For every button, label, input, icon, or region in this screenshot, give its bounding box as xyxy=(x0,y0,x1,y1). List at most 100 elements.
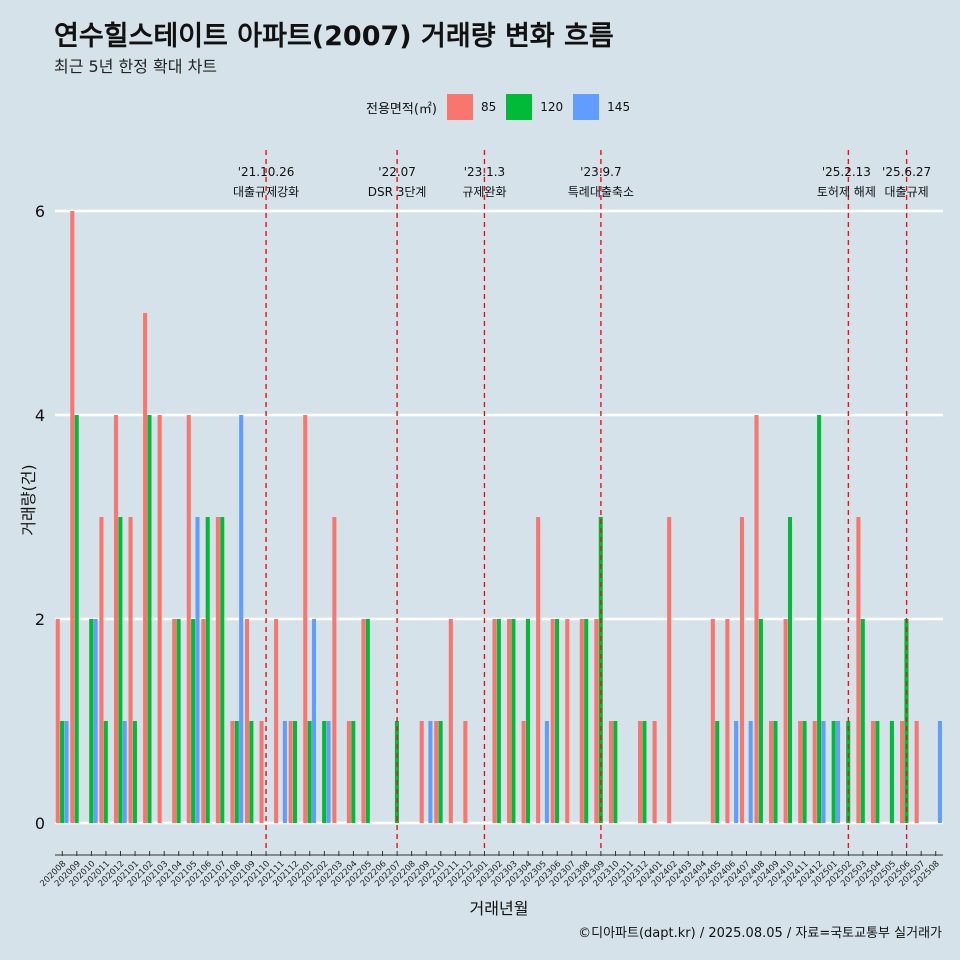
bar-85-202107 xyxy=(215,517,220,823)
bar-120-202009 xyxy=(74,415,79,823)
bar-145-202108 xyxy=(239,415,244,823)
bar-120-202008 xyxy=(60,721,65,823)
bar-85-202305 xyxy=(536,517,541,823)
bar-120-202310 xyxy=(613,721,618,823)
bar-85-202104 xyxy=(172,619,177,823)
bar-85-202212 xyxy=(463,721,468,823)
bar-85-202210 xyxy=(434,721,439,823)
bar-85-202105 xyxy=(186,415,191,823)
bar-120-202107 xyxy=(220,517,225,823)
bar-85-202012 xyxy=(113,415,119,823)
event-label-202309: 특례대출축소 xyxy=(568,185,634,199)
chart-subtitle: 최근 5년 한정 확대 차트 xyxy=(54,57,218,76)
bar-120-202105 xyxy=(191,619,196,823)
bar-85-202310 xyxy=(608,721,613,823)
bar-85-202402 xyxy=(667,517,672,823)
legend-label-145: 145 xyxy=(607,100,631,114)
bar-85-202412 xyxy=(812,721,817,823)
bar-85-202302 xyxy=(492,619,497,823)
bar-85-202409 xyxy=(769,721,774,823)
legend-swatch-145 xyxy=(573,94,600,120)
bar-85-202204 xyxy=(346,721,351,823)
bar-120-202204 xyxy=(351,721,356,823)
bar-120-202205 xyxy=(365,619,370,823)
legend-swatch-85 xyxy=(446,94,473,120)
bar-85-202205 xyxy=(361,619,366,823)
bar-120-202501 xyxy=(831,721,836,823)
bar-145-202407 xyxy=(748,721,753,823)
event-label-202207: DSR 3단계 xyxy=(368,185,427,199)
bar-85-202102 xyxy=(143,313,148,823)
bar-120-202309 xyxy=(598,517,603,823)
y-tick-label-2: 2 xyxy=(35,610,45,629)
bar-85-202101 xyxy=(128,517,133,823)
bar-85-202110 xyxy=(259,721,264,823)
bar-145-202202 xyxy=(326,721,331,823)
bar-85-202504 xyxy=(870,721,876,823)
bar-85-202008 xyxy=(55,619,60,823)
bar-85-202408 xyxy=(754,415,759,823)
bar-85-202506 xyxy=(900,721,905,823)
legend-item-85: 85 xyxy=(446,94,496,120)
y-tick-label-4: 4 xyxy=(35,406,45,425)
bar-85-202109 xyxy=(244,619,250,823)
bar-120-202503 xyxy=(860,619,865,823)
bar-145-202406 xyxy=(734,721,739,823)
bar-120-202202 xyxy=(322,721,327,823)
legend-swatch-120 xyxy=(506,94,533,120)
bar-145-202501 xyxy=(836,721,841,823)
legend-item-120: 120 xyxy=(506,94,563,120)
bar-85-202211 xyxy=(448,619,453,823)
bar-120-202410 xyxy=(787,517,793,823)
bar-85-202309 xyxy=(594,619,599,823)
bar-120-202302 xyxy=(496,619,501,823)
bar-120-202011 xyxy=(103,721,108,823)
bar-120-202408 xyxy=(758,619,763,823)
bar-85-202112 xyxy=(288,721,293,823)
bar-145-202111 xyxy=(282,721,287,823)
bar-85-202209 xyxy=(419,721,424,823)
bar-120-202409 xyxy=(773,721,778,823)
bar-120-202405 xyxy=(715,721,720,823)
bar-120-202306 xyxy=(555,619,560,823)
event-date-202207: '22.07 xyxy=(378,165,416,179)
event-label-202506: 대출규제 xyxy=(885,185,929,199)
bar-120-202312 xyxy=(642,721,647,823)
bar-145-202201 xyxy=(311,619,317,823)
source-caption: ©디아파트(dapt.kr) / 2025.08.05 / 자료=국토교통부 실… xyxy=(578,926,942,941)
event-label-202502: 토허제 해제 xyxy=(817,185,876,199)
bar-85-202401 xyxy=(652,721,657,823)
bar-85-202306 xyxy=(550,619,555,823)
bar-85-202203 xyxy=(332,517,337,823)
bar-145-202412 xyxy=(821,721,826,823)
bar-85-202111 xyxy=(274,619,279,823)
bar-85-202405 xyxy=(710,619,715,823)
bar-120-202109 xyxy=(249,721,254,823)
bar-120-202101 xyxy=(132,721,137,823)
event-date-202301: '23.1.3 xyxy=(464,165,505,179)
bar-120-202106 xyxy=(205,517,210,823)
bar-120-202104 xyxy=(176,619,181,823)
bar-120-202010 xyxy=(89,619,94,823)
bar-85-202503 xyxy=(856,517,861,823)
event-date-202502: '25.2.13 xyxy=(822,165,871,179)
y-tick-label-0: 0 xyxy=(35,814,45,833)
bar-85-202410 xyxy=(783,619,788,823)
event-date-202110: '21.10.26 xyxy=(238,165,295,179)
bar-85-202009 xyxy=(70,211,75,823)
bar-120-202108 xyxy=(234,721,239,823)
event-date-202309: '23.9.7 xyxy=(580,165,621,179)
event-date-202506: '25.6.27 xyxy=(882,165,931,179)
bar-85-202108 xyxy=(230,721,235,823)
bar-85-202507 xyxy=(914,721,919,823)
chart-title: 연수힐스테이트 아파트(2007) 거래량 변화 흐름 xyxy=(54,21,614,52)
bar-120-202201 xyxy=(307,721,312,823)
bar-85-202106 xyxy=(201,619,206,823)
bar-145-202508 xyxy=(937,721,942,823)
legend: 전용면적(㎡) 85 120 145 xyxy=(366,94,640,120)
bar-85-202411 xyxy=(798,721,803,823)
bar-85-202308 xyxy=(579,619,584,823)
bar-120-202304 xyxy=(525,619,530,823)
bar-145-202305 xyxy=(544,721,549,823)
